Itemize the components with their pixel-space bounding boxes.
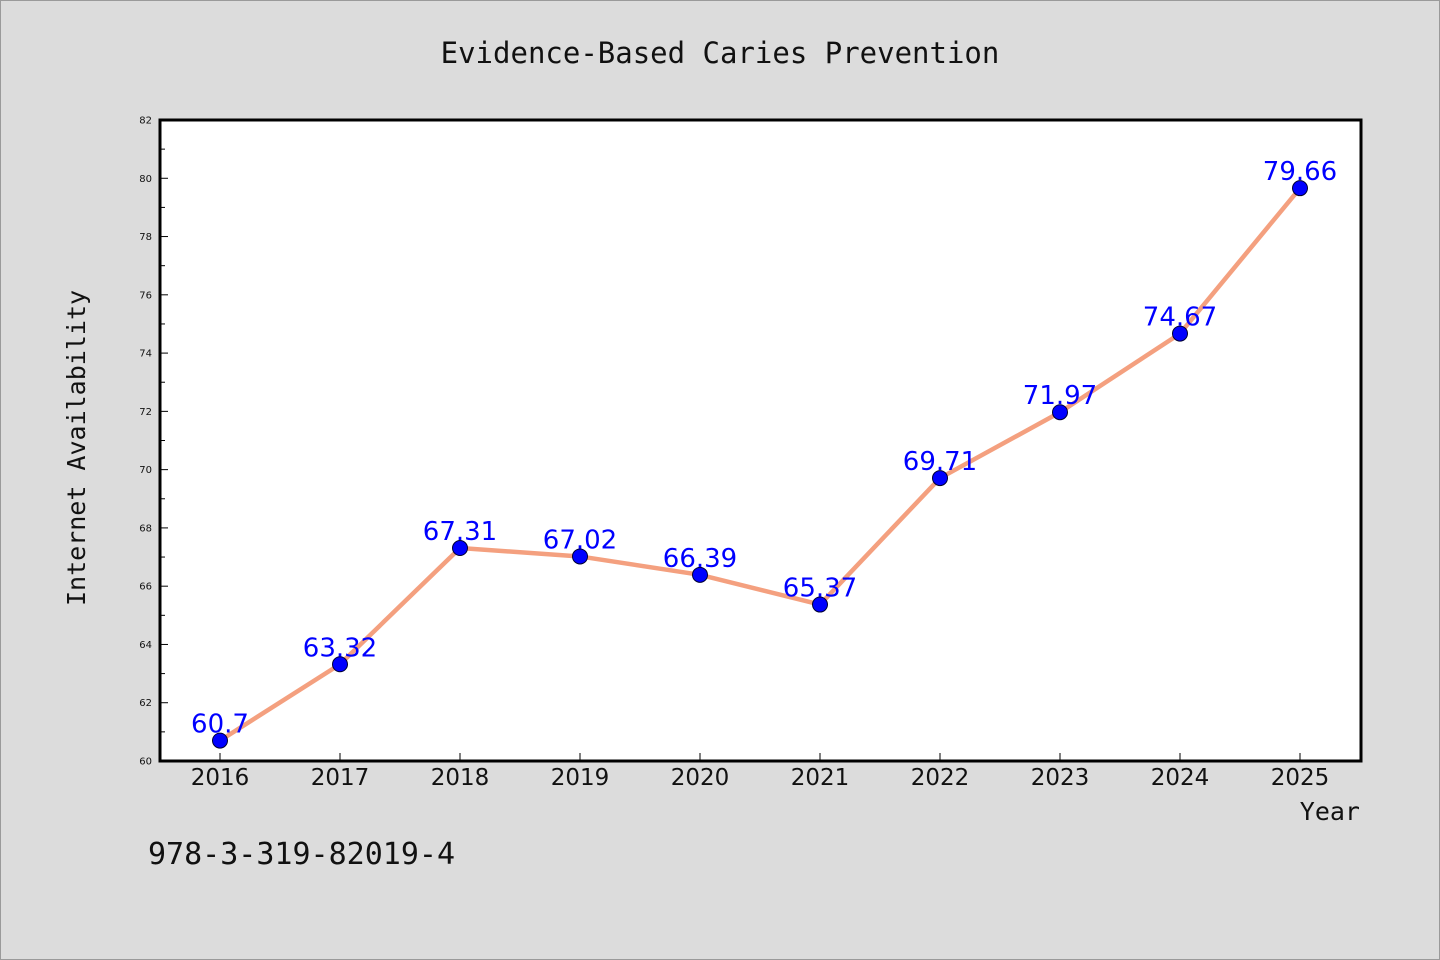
x-tick-label: 2021 [791, 765, 850, 791]
y-tick-label: 70 [139, 465, 152, 476]
y-tick-label: 74 [139, 349, 152, 360]
data-point-marker [1052, 404, 1068, 421]
isbn-footnote: 978-3-319-82019-4 [148, 837, 455, 872]
data-value-label: 67.31 [423, 517, 497, 547]
y-tick-label: 62 [139, 698, 152, 709]
x-tick-label: 2020 [671, 765, 730, 791]
x-axis-label: Year [1300, 797, 1360, 826]
x-tick-label: 2024 [1151, 765, 1210, 791]
data-point-marker [1172, 325, 1188, 342]
chart-title: Evidence-Based Caries Prevention [441, 36, 1000, 70]
data-point-marker [332, 656, 348, 673]
data-value-label: 79.66 [1263, 157, 1337, 187]
x-tick-label: 2019 [551, 765, 610, 791]
x-tick-label: 2018 [431, 765, 490, 791]
x-tick-label: 2016 [191, 765, 250, 791]
data-value-label: 69.71 [903, 447, 977, 477]
data-value-label: 60.7 [191, 710, 249, 740]
data-point-marker [452, 540, 468, 557]
x-tick-label: 2022 [911, 765, 970, 791]
y-tick-label: 72 [139, 407, 152, 418]
data-value-label: 71.97 [1023, 381, 1097, 411]
y-tick-label: 80 [139, 174, 152, 185]
data-point-marker [932, 470, 948, 487]
y-axis-label: Internet Availability [62, 290, 91, 606]
series-layer: 60.7 63.32 67.31 67.02 66.39 65.37 69.71 71.97 7… [191, 157, 1337, 749]
y-axis: 60 62 64 66 68 70 72 74 76 78 80 82 [139, 116, 168, 768]
y-tick-label: 76 [139, 290, 152, 301]
x-axis: 2016 2017 2018 2019 2020 2021 2022 2023 2024 2025 [191, 753, 1330, 791]
data-value-label: 67.02 [543, 525, 617, 555]
series-line [217, 185, 1303, 743]
data-point-marker [212, 732, 228, 749]
y-tick-label: 60 [139, 757, 152, 768]
data-value-label: 65.37 [783, 574, 857, 604]
y-tick-label: 64 [139, 640, 152, 651]
data-point-marker [572, 548, 588, 565]
y-tick-label: 78 [139, 232, 152, 243]
data-point-marker [812, 596, 828, 613]
y-tick-label: 82 [139, 116, 152, 127]
y-tick-label: 68 [139, 523, 152, 534]
data-value-label: 66.39 [663, 544, 737, 574]
data-value-label: 74.67 [1143, 303, 1217, 333]
plot-area [158, 118, 1363, 763]
data-point-marker [692, 566, 708, 583]
y-tick-label: 66 [139, 582, 152, 593]
x-tick-label: 2023 [1031, 765, 1090, 791]
data-value-label: 63.32 [303, 633, 377, 663]
x-tick-label: 2025 [1271, 765, 1330, 791]
data-point-marker [1292, 180, 1308, 197]
x-tick-label: 2017 [311, 765, 370, 791]
